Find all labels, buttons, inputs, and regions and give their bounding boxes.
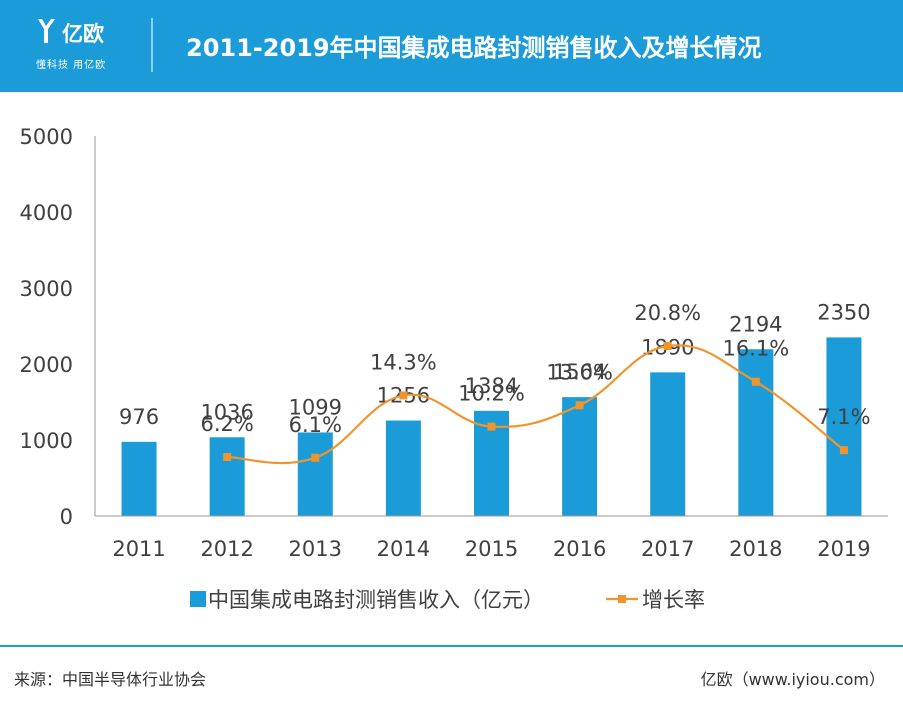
y-tick-label: 4000 bbox=[20, 201, 73, 225]
growth-marker bbox=[399, 391, 408, 400]
x-tick-label: 2014 bbox=[377, 537, 430, 561]
growth-data-label: 14.3% bbox=[370, 350, 437, 374]
bar bbox=[826, 337, 862, 516]
header-divider bbox=[151, 18, 153, 72]
y-tick-label: 5000 bbox=[20, 125, 73, 149]
page-title: 2011-2019年中国集成电路封测销售收入及增长情况 bbox=[186, 34, 762, 62]
logo: 亿欧 懂科技 用亿欧 bbox=[36, 16, 136, 76]
legend: 中国集成电路封测销售收入（亿元） 增长率 bbox=[190, 588, 705, 612]
growth-data-label: 16.1% bbox=[722, 337, 789, 361]
source-note: 来源：中国半导体行业协会 bbox=[14, 670, 207, 689]
x-tick-label: 2015 bbox=[465, 537, 518, 561]
growth-data-label: 7.1% bbox=[817, 405, 870, 429]
growth-data-label: 13.0% bbox=[546, 360, 613, 384]
growth-marker bbox=[839, 446, 848, 455]
bar-data-label: 1384 bbox=[465, 374, 518, 398]
x-tick-label: 2012 bbox=[200, 537, 253, 561]
line-series: 6.2% 6.1% 14.3% 10.2% 13.0% 20.8% 16.1% 7.1% bbox=[200, 301, 871, 465]
y-tick-label: 1000 bbox=[20, 429, 73, 453]
growth-marker bbox=[663, 342, 672, 350]
bar bbox=[650, 372, 686, 516]
growth-data-label: 10.2% bbox=[458, 382, 525, 406]
bar-data-label: 2350 bbox=[817, 300, 870, 324]
bar bbox=[209, 437, 245, 516]
header-banner: 亿欧 懂科技 用亿欧 2011-2019年中国集成电路封测销售收入及增长情况 bbox=[0, 0, 903, 92]
bar-data-label: 2194 bbox=[729, 312, 782, 336]
bar bbox=[562, 397, 598, 516]
x-tick-label: 2017 bbox=[641, 537, 694, 561]
x-axis: 2011 2012 2013 2014 2015 2016 2017 2018 2019 bbox=[95, 515, 888, 561]
x-tick-label: 2013 bbox=[289, 537, 342, 561]
x-tick-label: 2011 bbox=[112, 537, 165, 561]
y-tick-label: 3000 bbox=[20, 277, 73, 301]
bar bbox=[297, 432, 333, 516]
bar-data-label: 976 bbox=[119, 405, 159, 429]
legend-label-growth: 增长率 bbox=[642, 588, 705, 612]
bar-series: 97610361099125613841564189021942350 bbox=[119, 300, 871, 516]
growth-marker bbox=[311, 453, 320, 462]
logo-slogan: 懂科技 用亿欧 bbox=[36, 60, 107, 71]
growth-marker bbox=[487, 422, 496, 431]
legend-label-revenue: 中国集成电路封测销售收入（亿元） bbox=[208, 588, 544, 612]
x-tick-label: 2018 bbox=[729, 537, 782, 561]
growth-line bbox=[227, 344, 845, 465]
y-tick-label: 0 bbox=[60, 505, 73, 529]
bar-data-label: 1564 bbox=[553, 360, 606, 384]
y-axis: 0 1000 2000 3000 4000 5000 bbox=[20, 125, 96, 529]
bar bbox=[385, 420, 421, 516]
growth-marker bbox=[751, 377, 760, 386]
y-tick-label: 2000 bbox=[20, 353, 73, 377]
bar-data-label: 1036 bbox=[200, 400, 253, 424]
bar bbox=[121, 441, 157, 516]
bar bbox=[738, 349, 774, 516]
growth-marker bbox=[223, 453, 232, 461]
bar-data-label: 1099 bbox=[289, 395, 342, 419]
growth-marker bbox=[575, 401, 584, 410]
x-tick-label: 2016 bbox=[553, 537, 606, 561]
growth-data-label: 20.8% bbox=[634, 301, 701, 325]
brand-note: 亿欧（www.iyiou.com） bbox=[700, 670, 885, 689]
legend-marker-growth bbox=[618, 595, 626, 603]
growth-data-label: 6.2% bbox=[200, 412, 253, 436]
legend-swatch-revenue bbox=[190, 591, 206, 607]
logo-text: 亿欧 bbox=[62, 22, 104, 46]
logo-mark-icon bbox=[38, 19, 55, 43]
x-tick-label: 2019 bbox=[817, 537, 870, 561]
growth-data-label: 6.1% bbox=[289, 413, 342, 437]
footer-rule bbox=[0, 645, 903, 647]
